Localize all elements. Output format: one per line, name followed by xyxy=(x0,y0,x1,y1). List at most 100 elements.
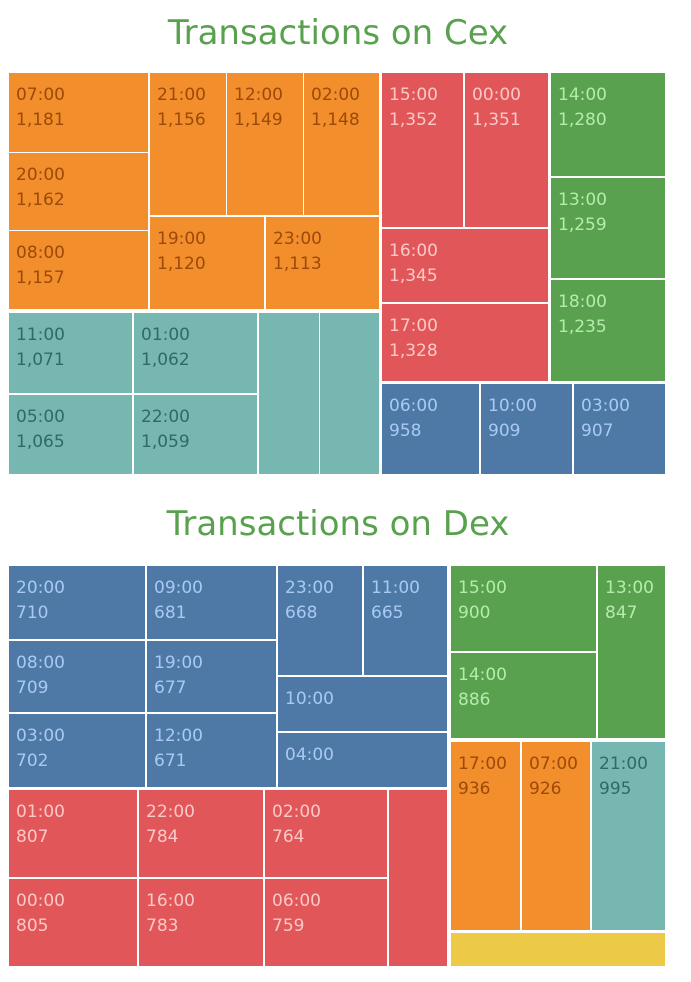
cell-category: 06:00 xyxy=(272,891,321,911)
treemap-cell xyxy=(259,313,319,474)
treemap-cell xyxy=(320,313,379,474)
cell-category: 03:00 xyxy=(581,396,630,416)
cell-category: 13:00 xyxy=(558,190,607,210)
cell-value: 1,113 xyxy=(273,254,322,274)
cell-value: 907 xyxy=(581,421,613,441)
cell-category: 07:00 xyxy=(16,85,65,105)
cell-category: 08:00 xyxy=(16,653,65,673)
cell-value: 909 xyxy=(488,421,520,441)
cell-category: 23:00 xyxy=(285,578,334,598)
treemap-cell xyxy=(278,566,362,675)
treemap-cell xyxy=(9,231,148,309)
cell-category: 11:00 xyxy=(16,325,65,345)
treemap-cell xyxy=(9,879,137,966)
treemap-cell xyxy=(278,733,447,787)
treemap-cell xyxy=(364,566,447,675)
treemap-cell xyxy=(551,178,665,278)
treemap-cell xyxy=(592,742,665,930)
cell-value: 709 xyxy=(16,678,48,698)
treemap-cell xyxy=(9,790,137,877)
cell-category: 10:00 xyxy=(285,689,334,709)
cell-value: 1,328 xyxy=(389,341,438,361)
cell-value: 1,181 xyxy=(16,110,65,130)
treemap-cell xyxy=(266,217,379,309)
cell-value: 764 xyxy=(272,827,304,847)
treemap-cell xyxy=(134,313,257,393)
cell-category: 14:00 xyxy=(558,85,607,105)
cell-value: 886 xyxy=(458,690,490,710)
treemap-cell xyxy=(9,395,132,474)
cell-category: 03:00 xyxy=(16,726,65,746)
cell-value: 1,148 xyxy=(311,110,360,130)
treemap-cell xyxy=(134,395,257,474)
cell-value: 807 xyxy=(16,827,48,847)
cell-value: 665 xyxy=(371,603,403,623)
cell-category: 16:00 xyxy=(146,891,195,911)
cell-category: 22:00 xyxy=(141,407,190,427)
cell-value: 668 xyxy=(285,603,317,623)
treemap-cell xyxy=(9,714,145,787)
treemap-cell xyxy=(150,73,226,215)
treemap-cell xyxy=(389,790,447,966)
treemap-cell xyxy=(9,566,145,639)
cell-value: 936 xyxy=(458,779,490,799)
cell-value: 710 xyxy=(16,603,48,623)
treemap-cell xyxy=(150,217,264,309)
treemap-cell xyxy=(551,73,665,176)
treemap-cell xyxy=(265,879,387,966)
cell-category: 14:00 xyxy=(458,665,507,685)
cell-value: 681 xyxy=(154,603,186,623)
cell-category: 09:00 xyxy=(154,578,203,598)
cell-value: 1,157 xyxy=(16,268,65,288)
cell-category: 12:00 xyxy=(154,726,203,746)
cell-category: 20:00 xyxy=(16,165,65,185)
treemap-cell xyxy=(481,384,572,474)
cell-category: 17:00 xyxy=(389,316,438,336)
treemap-cell xyxy=(382,229,548,302)
cell-value: 759 xyxy=(272,916,304,936)
cell-category: 02:00 xyxy=(311,85,360,105)
cell-value: 784 xyxy=(146,827,178,847)
cell-category: 17:00 xyxy=(458,754,507,774)
chart-title: Transactions on Dex xyxy=(166,504,510,544)
cell-value: 702 xyxy=(16,751,48,771)
treemap-cell xyxy=(304,73,379,215)
treemap-cell xyxy=(382,73,463,227)
cell-category: 16:00 xyxy=(389,241,438,261)
treemap-cell xyxy=(265,790,387,877)
treemap-cell xyxy=(9,153,148,230)
cell-value: 1,259 xyxy=(558,215,607,235)
cell-category: 02:00 xyxy=(272,802,321,822)
cell-category: 21:00 xyxy=(599,754,648,774)
treemap-cell xyxy=(451,933,665,966)
treemap-cell xyxy=(9,641,145,712)
treemap-cell xyxy=(451,742,520,930)
treemap-cell xyxy=(451,653,596,738)
cell-value: 1,149 xyxy=(234,110,283,130)
cell-value: 1,351 xyxy=(472,110,521,130)
treemap-cell xyxy=(574,384,665,474)
cell-value: 1,071 xyxy=(16,350,65,370)
cell-category: 01:00 xyxy=(16,802,65,822)
cell-category: 18:00 xyxy=(558,292,607,312)
treemap-cell xyxy=(522,742,590,930)
treemap-cell xyxy=(9,313,132,393)
chart-title: Transactions on Cex xyxy=(167,13,508,53)
cell-value: 1,235 xyxy=(558,317,607,337)
treemap-cell xyxy=(9,73,148,152)
cell-value: 958 xyxy=(389,421,421,441)
cell-category: 19:00 xyxy=(157,229,206,249)
cell-value: 900 xyxy=(458,603,490,623)
treemap-cell xyxy=(147,566,276,639)
treemap-cell xyxy=(147,641,276,712)
cell-category: 22:00 xyxy=(146,802,195,822)
cell-value: 1,345 xyxy=(389,266,438,286)
treemap-cell xyxy=(465,73,548,227)
treemap-cell xyxy=(139,879,263,966)
cell-value: 1,352 xyxy=(389,110,438,130)
cell-category: 13:00 xyxy=(605,578,654,598)
cell-category: 00:00 xyxy=(16,891,65,911)
treemap-cell xyxy=(551,280,665,381)
cell-category: 08:00 xyxy=(16,243,65,263)
cell-category: 20:00 xyxy=(16,578,65,598)
